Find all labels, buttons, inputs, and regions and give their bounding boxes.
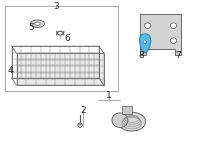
Text: 4: 4: [7, 66, 13, 75]
Ellipse shape: [30, 20, 45, 27]
Text: 8: 8: [139, 51, 145, 60]
FancyBboxPatch shape: [17, 54, 104, 85]
Ellipse shape: [144, 23, 151, 28]
Text: 6: 6: [64, 34, 70, 44]
Ellipse shape: [170, 38, 177, 44]
Text: 5: 5: [29, 23, 34, 32]
Text: 2: 2: [80, 106, 86, 115]
Text: 7: 7: [176, 51, 181, 60]
Text: 3: 3: [53, 2, 59, 11]
Ellipse shape: [144, 40, 146, 44]
Polygon shape: [140, 14, 181, 55]
Ellipse shape: [144, 38, 151, 44]
Ellipse shape: [78, 123, 82, 127]
Ellipse shape: [170, 23, 177, 28]
Ellipse shape: [35, 22, 40, 25]
Ellipse shape: [118, 112, 146, 131]
Ellipse shape: [112, 113, 128, 127]
FancyBboxPatch shape: [122, 106, 132, 114]
Text: 1: 1: [106, 91, 112, 100]
Ellipse shape: [79, 123, 81, 125]
Polygon shape: [140, 34, 151, 53]
